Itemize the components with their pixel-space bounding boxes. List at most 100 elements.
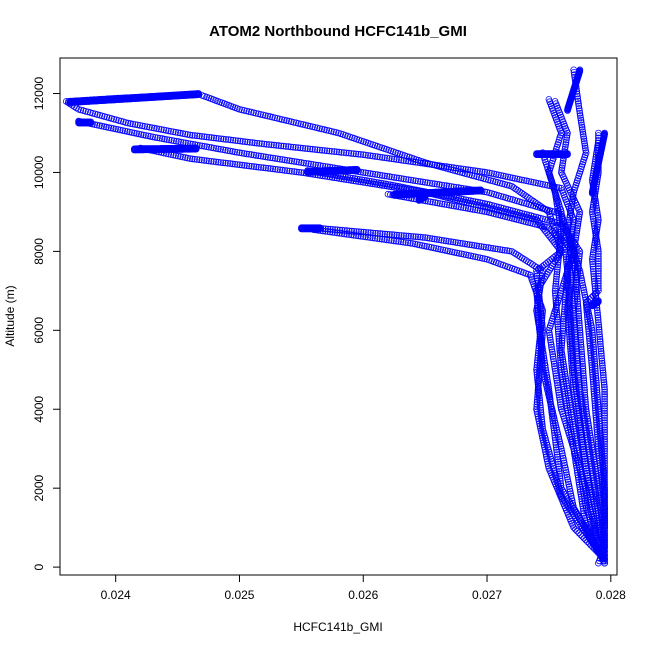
data-point	[564, 407, 571, 414]
data-point	[474, 253, 482, 261]
data-point	[546, 334, 554, 341]
data-point	[96, 122, 103, 129]
data-point	[357, 151, 365, 158]
data-point	[376, 153, 384, 161]
data-point	[580, 512, 588, 519]
data-point	[262, 112, 269, 119]
data-point	[314, 146, 321, 154]
data-point	[559, 159, 567, 167]
data-point	[409, 240, 417, 247]
data-point	[581, 291, 589, 299]
data-point	[487, 244, 495, 252]
data-point	[240, 150, 248, 157]
data-point	[558, 166, 565, 174]
data-point	[476, 254, 484, 262]
data-point	[595, 298, 602, 306]
data-point	[556, 438, 563, 446]
data-point	[583, 410, 591, 418]
data-point	[601, 512, 608, 519]
data-point	[260, 164, 267, 172]
data-point	[283, 157, 291, 164]
data-point	[210, 144, 218, 152]
data-point	[546, 331, 553, 339]
data-point	[553, 313, 561, 321]
data-point	[193, 132, 201, 140]
data-point	[584, 297, 592, 305]
data-point	[590, 272, 598, 280]
data-point	[549, 417, 557, 425]
data-point	[592, 202, 600, 210]
data-point	[591, 502, 598, 510]
data-point	[548, 343, 555, 351]
data-point	[172, 152, 180, 159]
data-point	[548, 348, 556, 356]
data-point	[534, 380, 542, 388]
data-point	[236, 149, 243, 157]
data-point	[177, 129, 184, 137]
data-point	[553, 268, 561, 276]
data-point	[551, 436, 559, 444]
data-point	[405, 232, 412, 240]
data-point	[601, 419, 608, 427]
data-point	[264, 165, 272, 172]
data-point	[387, 181, 394, 189]
data-point	[423, 243, 431, 250]
data-point	[535, 342, 543, 350]
data-point	[578, 436, 585, 444]
data-point	[566, 338, 574, 346]
data-point	[601, 386, 608, 393]
data-point	[598, 352, 605, 360]
data-point	[578, 500, 586, 508]
data-point	[114, 126, 122, 133]
data-point	[455, 203, 463, 211]
data-point	[591, 237, 599, 245]
data-point	[295, 168, 303, 176]
data-point	[378, 172, 386, 179]
data-point	[555, 389, 562, 396]
data-point	[575, 217, 582, 225]
data-point	[533, 307, 540, 314]
data-point	[520, 177, 528, 184]
data-point	[594, 438, 602, 445]
data-point	[356, 176, 363, 183]
data-point	[133, 130, 140, 137]
data-point	[598, 357, 606, 365]
data-point	[570, 309, 578, 317]
data-point	[224, 147, 232, 154]
data-point	[393, 231, 401, 239]
data-point	[467, 252, 475, 260]
data-point	[377, 179, 385, 187]
data-point	[575, 422, 583, 429]
data-point	[446, 248, 454, 255]
data-point	[560, 310, 568, 318]
data-point	[173, 137, 180, 145]
data-point	[555, 391, 563, 399]
data-point	[592, 407, 599, 414]
data-point	[552, 193, 560, 201]
data-point	[163, 136, 171, 143]
data-point	[571, 454, 579, 462]
data-point	[581, 517, 589, 524]
data-point	[590, 217, 597, 225]
data-point	[538, 420, 546, 428]
data-point	[545, 326, 553, 334]
data-point	[495, 171, 502, 179]
data-point	[277, 142, 285, 150]
data-point	[248, 151, 255, 158]
data-point	[571, 321, 579, 329]
data-point	[252, 110, 260, 117]
data-point	[601, 474, 608, 481]
data-point	[572, 328, 579, 336]
data-point	[447, 238, 455, 246]
data-point	[553, 451, 561, 458]
data-point	[572, 400, 580, 408]
data-point	[579, 130, 587, 138]
data-point	[601, 505, 608, 512]
data-point	[302, 160, 310, 167]
data-point	[426, 179, 434, 187]
data-point	[556, 219, 564, 226]
data-point	[215, 135, 223, 142]
data-point	[561, 390, 569, 398]
data-point	[595, 255, 602, 263]
data-point	[592, 416, 600, 424]
